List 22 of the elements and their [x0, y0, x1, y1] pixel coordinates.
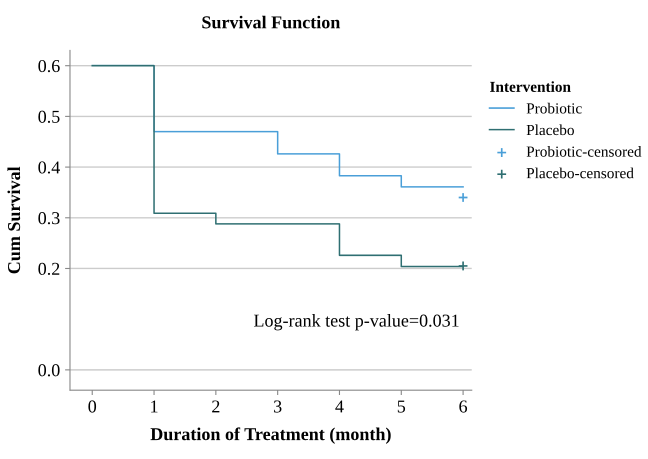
legend-label: Probiotic-censored	[526, 146, 642, 157]
legend-label: Placebo	[526, 124, 574, 136]
y-tick-label: 0.4	[38, 161, 60, 174]
y-axis-title: Cum Survival	[7, 166, 20, 274]
y-tick-label: 0.5	[38, 110, 60, 123]
y-tick-label: 0.0	[38, 364, 60, 376]
x-tick-label: 0	[88, 400, 96, 413]
y-tick-label: 0.2	[38, 262, 60, 275]
x-tick-label: 3	[274, 400, 282, 413]
x-tick-label: 4	[335, 400, 344, 412]
x-tick-label: 2	[212, 400, 220, 412]
legend-label: Probiotic	[526, 102, 582, 114]
x-axis-title: Duration of Treatment (month)	[150, 427, 391, 444]
legend-label: Placebo-censored	[526, 168, 634, 178]
legend-title: Intervention	[490, 81, 571, 92]
x-tick-label: 1	[151, 400, 158, 412]
chart-title: Survival Function	[202, 16, 340, 28]
annotation: Log-rank test p-value=0.031	[254, 314, 459, 330]
x-tick-label: 6	[459, 400, 468, 413]
x-tick-label: 5	[398, 400, 406, 413]
y-tick-label: 0.3	[38, 212, 60, 224]
y-tick-label: 0.6	[38, 60, 60, 72]
